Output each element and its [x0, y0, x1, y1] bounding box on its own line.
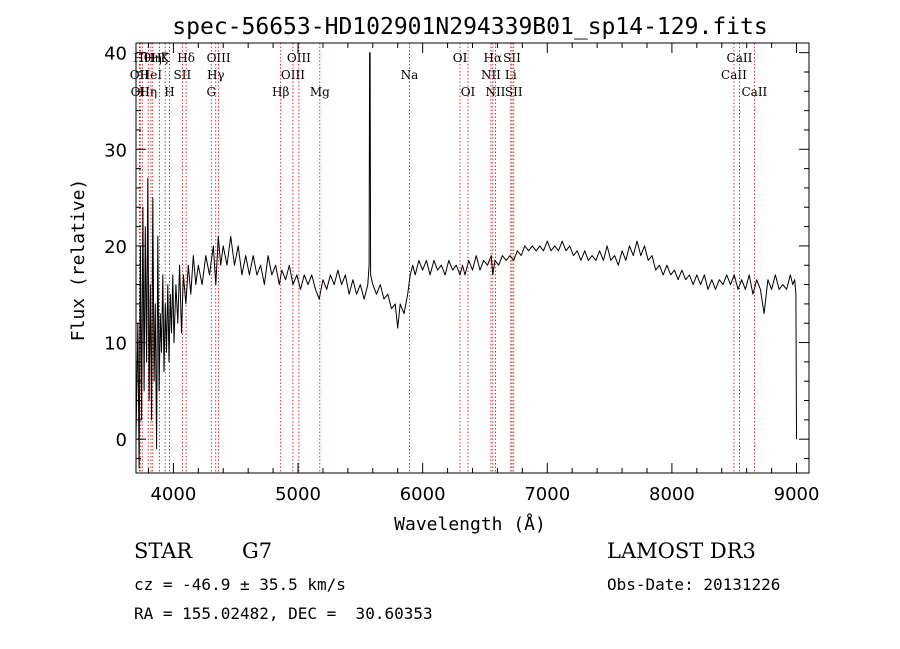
marker-label-26: SII: [505, 85, 523, 99]
marker-label-25: SII: [503, 51, 521, 65]
x-tick-label-3: 7000: [524, 484, 570, 505]
marker-label-12: Hγ: [207, 68, 225, 82]
marker-label-10: Hδ: [177, 51, 195, 65]
object-subclass: G7: [242, 539, 273, 563]
x-tick-label-5: 9000: [774, 484, 820, 505]
marker-label-4: HeI: [140, 68, 163, 82]
survey-name: LAMOST DR3: [607, 539, 756, 563]
y-tick-label-0: 0: [116, 430, 127, 451]
marker-label-7: K: [161, 51, 171, 65]
marker-label-20: OI: [461, 85, 476, 99]
marker-label-0: OII: [130, 68, 150, 82]
x-tick-label-2: 6000: [400, 484, 446, 505]
marker-label-28: CaII: [727, 51, 753, 65]
observation-date: Obs-Date: 20131226: [607, 575, 781, 594]
marker-label-3: Hη: [139, 85, 157, 99]
object-class: STAR: [134, 539, 193, 563]
marker-label-8: H: [164, 85, 174, 99]
marker-label-5: Hη: [144, 51, 162, 65]
y-axis-label: Flux (relative): [68, 179, 89, 342]
y-tick-label-2: 20: [104, 237, 127, 258]
x-axis-label: Wavelength (Å): [394, 513, 546, 535]
marker-label-11: G: [206, 85, 216, 99]
spectrum-series: [135, 52, 797, 469]
marker-label-21: NII: [481, 68, 501, 82]
line-markers: OIIOIIHθHηHeIHηHζKHSIIHδGHγOIIIHβOIIIOII…: [130, 43, 768, 473]
marker-label-27: CaII: [721, 68, 747, 82]
coordinates: RA = 155.02482, DEC = 30.60353: [134, 604, 433, 623]
marker-label-1: OII: [131, 85, 151, 99]
x-tick-label-1: 5000: [275, 484, 321, 505]
marker-label-15: OIII: [281, 68, 305, 82]
marker-label-17: Mg: [310, 85, 330, 99]
redshift-velocity: cz = -46.9 ± 35.5 km/s: [134, 575, 346, 594]
marker-label-18: Na: [401, 68, 419, 82]
marker-label-29: CaII: [741, 85, 767, 99]
y-axis-ticks: 0 10 20 30 40: [104, 44, 809, 460]
chart-title: spec-56653-HD102901N294339B01_sp14-129.f…: [172, 14, 767, 40]
x-tick-label-4: 8000: [649, 484, 695, 505]
marker-label-9: SII: [174, 68, 192, 82]
series-line-0: [135, 52, 797, 469]
y-tick-label-1: 10: [104, 334, 127, 355]
marker-label-16: OIII: [287, 51, 311, 65]
marker-label-24: Li: [505, 68, 517, 82]
marker-label-23: NII: [485, 85, 505, 99]
marker-label-22: Hα: [484, 51, 503, 65]
marker-label-19: OI: [453, 51, 468, 65]
marker-label-13: OIII: [207, 51, 231, 65]
marker-label-2: Hθ: [133, 51, 151, 65]
plot-frame: [135, 42, 810, 474]
x-axis-ticks: 4000 5000 6000 7000 8000 9000: [147, 43, 820, 505]
y-tick-label-4: 40: [104, 44, 127, 65]
x-tick-label-0: 4000: [150, 484, 196, 505]
marker-label-14: Hβ: [272, 85, 289, 99]
marker-label-6: Hζ: [151, 51, 168, 65]
y-tick-label-3: 30: [104, 140, 127, 161]
